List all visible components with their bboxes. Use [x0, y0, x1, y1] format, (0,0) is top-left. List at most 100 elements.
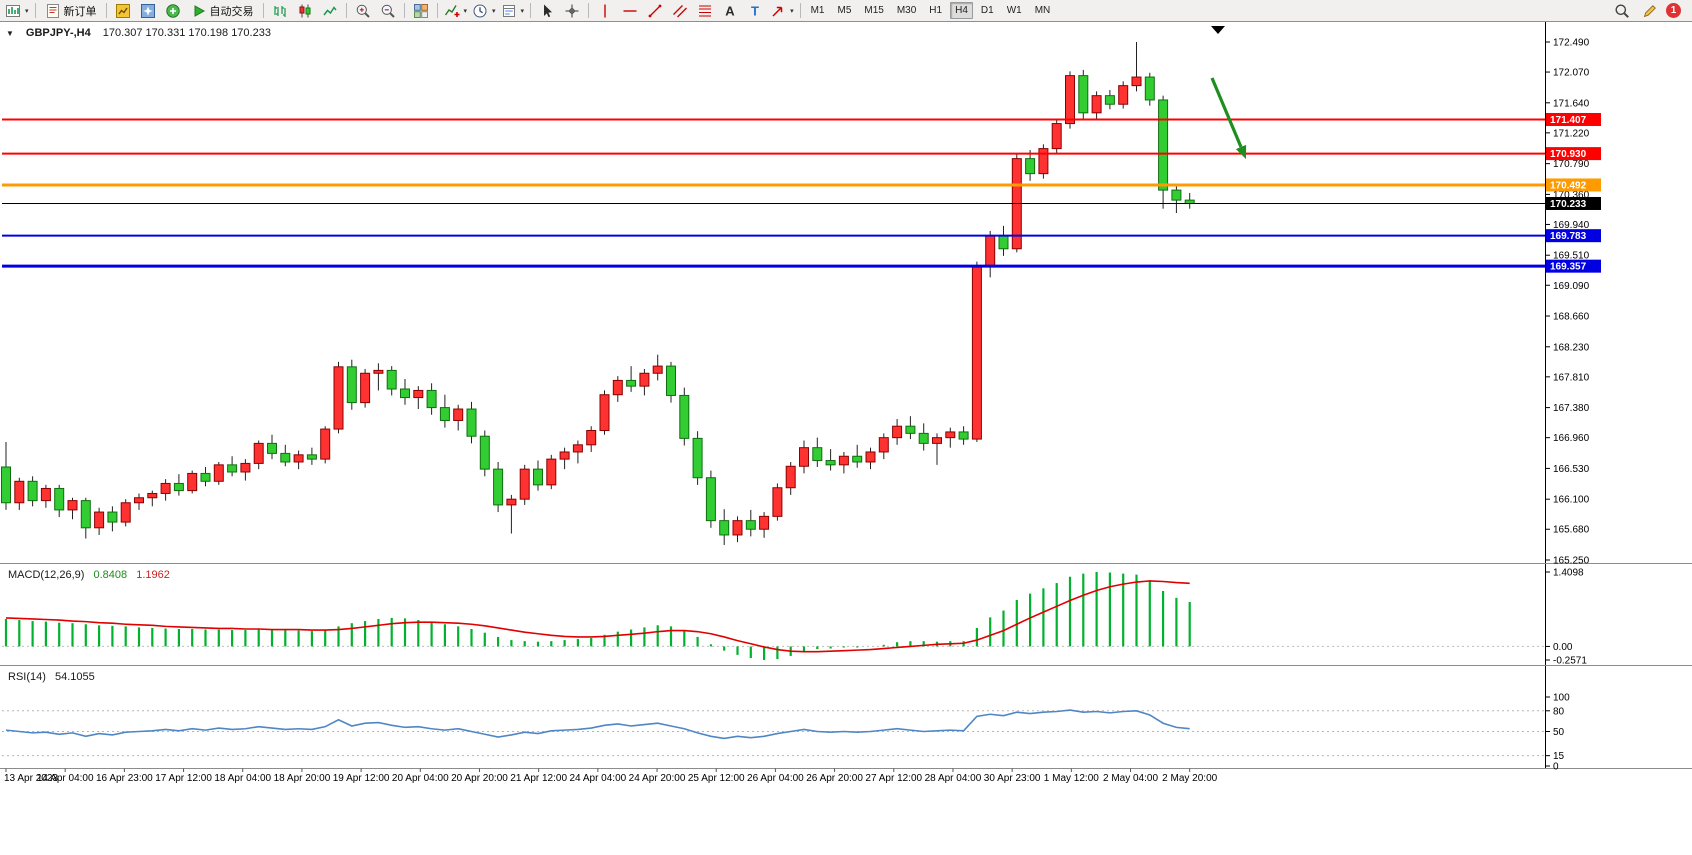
svg-text:169.940: 169.940	[1553, 220, 1590, 231]
time-scale[interactable]	[0, 769, 1692, 789]
timeframe-M5[interactable]: M5	[837, 5, 852, 16]
label-button[interactable]: T	[743, 1, 767, 21]
timeframe-H1[interactable]: H1	[929, 5, 943, 16]
hline-button[interactable]	[618, 1, 642, 21]
notification-badge[interactable]: 1	[1666, 3, 1681, 18]
text-icon: A	[725, 3, 735, 18]
tile-windows-icon	[413, 3, 428, 18]
price-scale[interactable]	[1545, 22, 1692, 769]
main-chart-plot[interactable]	[0, 22, 1545, 563]
zoom-in-icon	[356, 4, 370, 18]
periods-button[interactable]: ▾	[470, 1, 498, 21]
timeframe-M1[interactable]: M1	[810, 5, 825, 16]
dropdown-caret-icon: ▾	[492, 7, 496, 15]
trendline-icon	[648, 4, 662, 17]
crosshair-icon	[565, 4, 579, 17]
templates-icon	[502, 4, 515, 17]
search-button[interactable]	[1610, 1, 1634, 21]
bar-chart-icon	[273, 5, 286, 17]
arrows-button[interactable]: ▾	[768, 1, 796, 21]
text-button[interactable]: A	[718, 1, 742, 21]
svg-text:170.492: 170.492	[1550, 180, 1587, 191]
svg-text:18 Apr 20:00: 18 Apr 20:00	[274, 773, 331, 784]
svg-text:16 Apr 23:00: 16 Apr 23:00	[96, 773, 153, 784]
svg-text:166.960: 166.960	[1553, 433, 1590, 444]
dropdown-caret-icon: ▾	[25, 7, 29, 15]
toolbar-separator	[436, 3, 438, 18]
terminal-icon	[165, 3, 180, 18]
panel-frame	[0, 22, 1692, 769]
indicators-icon	[444, 4, 460, 17]
periods-icon	[473, 4, 487, 17]
dropdown-caret-icon: ▾	[790, 7, 794, 15]
line-chart-button[interactable]	[318, 1, 342, 21]
price-axis: 172.490 172.070 171.640 171.220 170.790 170.3…	[1545, 38, 1590, 567]
svg-text:169.510: 169.510	[1553, 251, 1590, 262]
vline-button[interactable]	[593, 1, 617, 21]
indicators-button[interactable]: ▾	[442, 1, 470, 21]
market-watch-button[interactable]	[111, 1, 135, 21]
new-chart-icon	[6, 4, 20, 17]
svg-text:20 Apr 20:00: 20 Apr 20:00	[451, 773, 508, 784]
timeframe-MN[interactable]: MN	[1034, 5, 1051, 16]
label-icon: T	[751, 3, 759, 18]
svg-text:167.810: 167.810	[1553, 372, 1590, 383]
rsi-plot: 100 80 50 150	[2, 693, 1570, 773]
toolbar-separator	[262, 3, 264, 18]
rsi-panel[interactable]	[0, 666, 1545, 768]
new-chart-button[interactable]: ▾	[3, 1, 31, 21]
svg-text:170.790: 170.790	[1553, 159, 1590, 170]
macd-panel[interactable]	[0, 564, 1545, 665]
trendline-button[interactable]	[643, 1, 667, 21]
candle-chart-button[interactable]	[293, 1, 317, 21]
channel-button[interactable]	[668, 1, 692, 21]
svg-text:165.250: 165.250	[1553, 556, 1590, 567]
svg-text:2 May 04:00: 2 May 04:00	[1103, 773, 1158, 784]
navigator-button[interactable]	[136, 1, 160, 21]
svg-text:2 May 20:00: 2 May 20:00	[1162, 773, 1217, 784]
new-order-button[interactable]: 新订单	[40, 1, 102, 21]
timeframe-M15[interactable]: M15	[864, 5, 884, 16]
line-chart-icon	[322, 5, 337, 15]
cursor-button[interactable]	[535, 1, 559, 21]
zoom-in-button[interactable]	[351, 1, 375, 21]
toolbar-separator	[105, 3, 107, 18]
svg-text:21 Apr 12:00: 21 Apr 12:00	[510, 773, 567, 784]
auto-trading-button[interactable]: 自动交易	[186, 1, 259, 21]
svg-text:13 Apr 2023: 13 Apr 2023	[4, 773, 58, 784]
vline-icon	[604, 4, 606, 17]
crosshair-button[interactable]	[560, 1, 584, 21]
button-label: 新订单	[63, 5, 97, 18]
zoom-out-button[interactable]	[376, 1, 400, 21]
svg-text:170.360: 170.360	[1553, 190, 1590, 201]
toolbar-separator	[34, 3, 36, 18]
svg-text:1.4098: 1.4098	[1553, 568, 1584, 579]
navigator-icon	[140, 3, 155, 18]
auto-trading-icon	[194, 4, 205, 17]
terminal-button[interactable]	[161, 1, 185, 21]
svg-text:100: 100	[1553, 693, 1570, 704]
svg-text:26 Apr 04:00: 26 Apr 04:00	[747, 773, 804, 784]
timeframe-W1[interactable]: W1	[1006, 5, 1022, 16]
button-label: 自动交易	[209, 5, 254, 18]
svg-text:14 Apr 04:00: 14 Apr 04:00	[37, 773, 94, 784]
timeframe-H4[interactable]: H4	[950, 2, 973, 19]
bar-chart-button[interactable]	[268, 1, 292, 21]
svg-text:20 Apr 04:00: 20 Apr 04:00	[392, 773, 449, 784]
edit-button[interactable]	[1638, 1, 1662, 21]
svg-text:168.660: 168.660	[1553, 312, 1590, 323]
timeframe-M30[interactable]: M30	[896, 5, 917, 16]
toolbar-separator	[345, 3, 347, 18]
templates-button[interactable]: ▾	[499, 1, 527, 21]
svg-text:28 Apr 04:00: 28 Apr 04:00	[925, 773, 982, 784]
timeframe-D1[interactable]: D1	[980, 5, 994, 16]
svg-text:172.070: 172.070	[1553, 68, 1590, 79]
svg-text:169.357: 169.357	[1550, 262, 1587, 273]
dropdown-caret-icon: ▾	[463, 7, 468, 15]
svg-text:172.490: 172.490	[1553, 38, 1590, 49]
tile-windows-button[interactable]	[409, 1, 433, 21]
fibonacci-button[interactable]	[693, 1, 717, 21]
svg-text:166.530: 166.530	[1553, 464, 1590, 475]
search-icon	[1615, 4, 1629, 18]
